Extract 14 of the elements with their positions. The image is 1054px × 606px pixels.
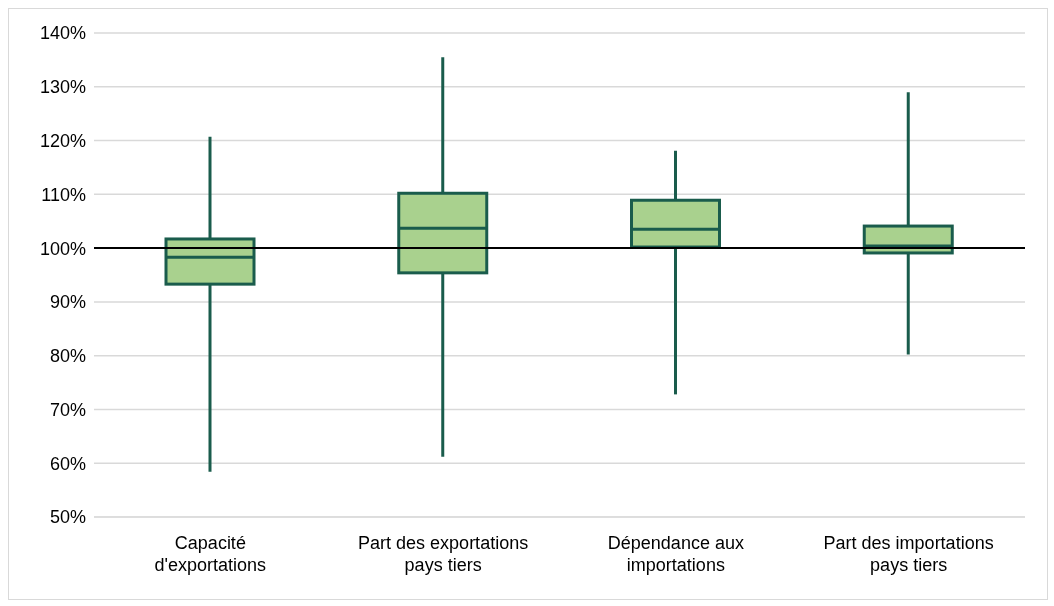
y-tick-label: 140% [39, 23, 86, 44]
y-tick-label: 70% [49, 399, 86, 420]
x-tick-label: Part des importations pays tiers [823, 533, 994, 575]
y-tick-label: 100% [39, 238, 86, 259]
x-tick-label: Dépendance aux importations [607, 533, 744, 575]
y-tick-label: 50% [49, 507, 86, 528]
x-tick-label: Part des exportations pays tiers [358, 533, 529, 575]
y-tick-label: 110% [41, 184, 86, 205]
y-tick-label: 80% [49, 346, 86, 367]
x-tick-label: Capacité d'exportations [154, 533, 267, 575]
y-tick-label: 90% [49, 292, 86, 313]
y-tick-label: 120% [39, 130, 86, 151]
y-tick-label: 60% [49, 453, 86, 474]
y-tick-label: 130% [39, 77, 86, 98]
